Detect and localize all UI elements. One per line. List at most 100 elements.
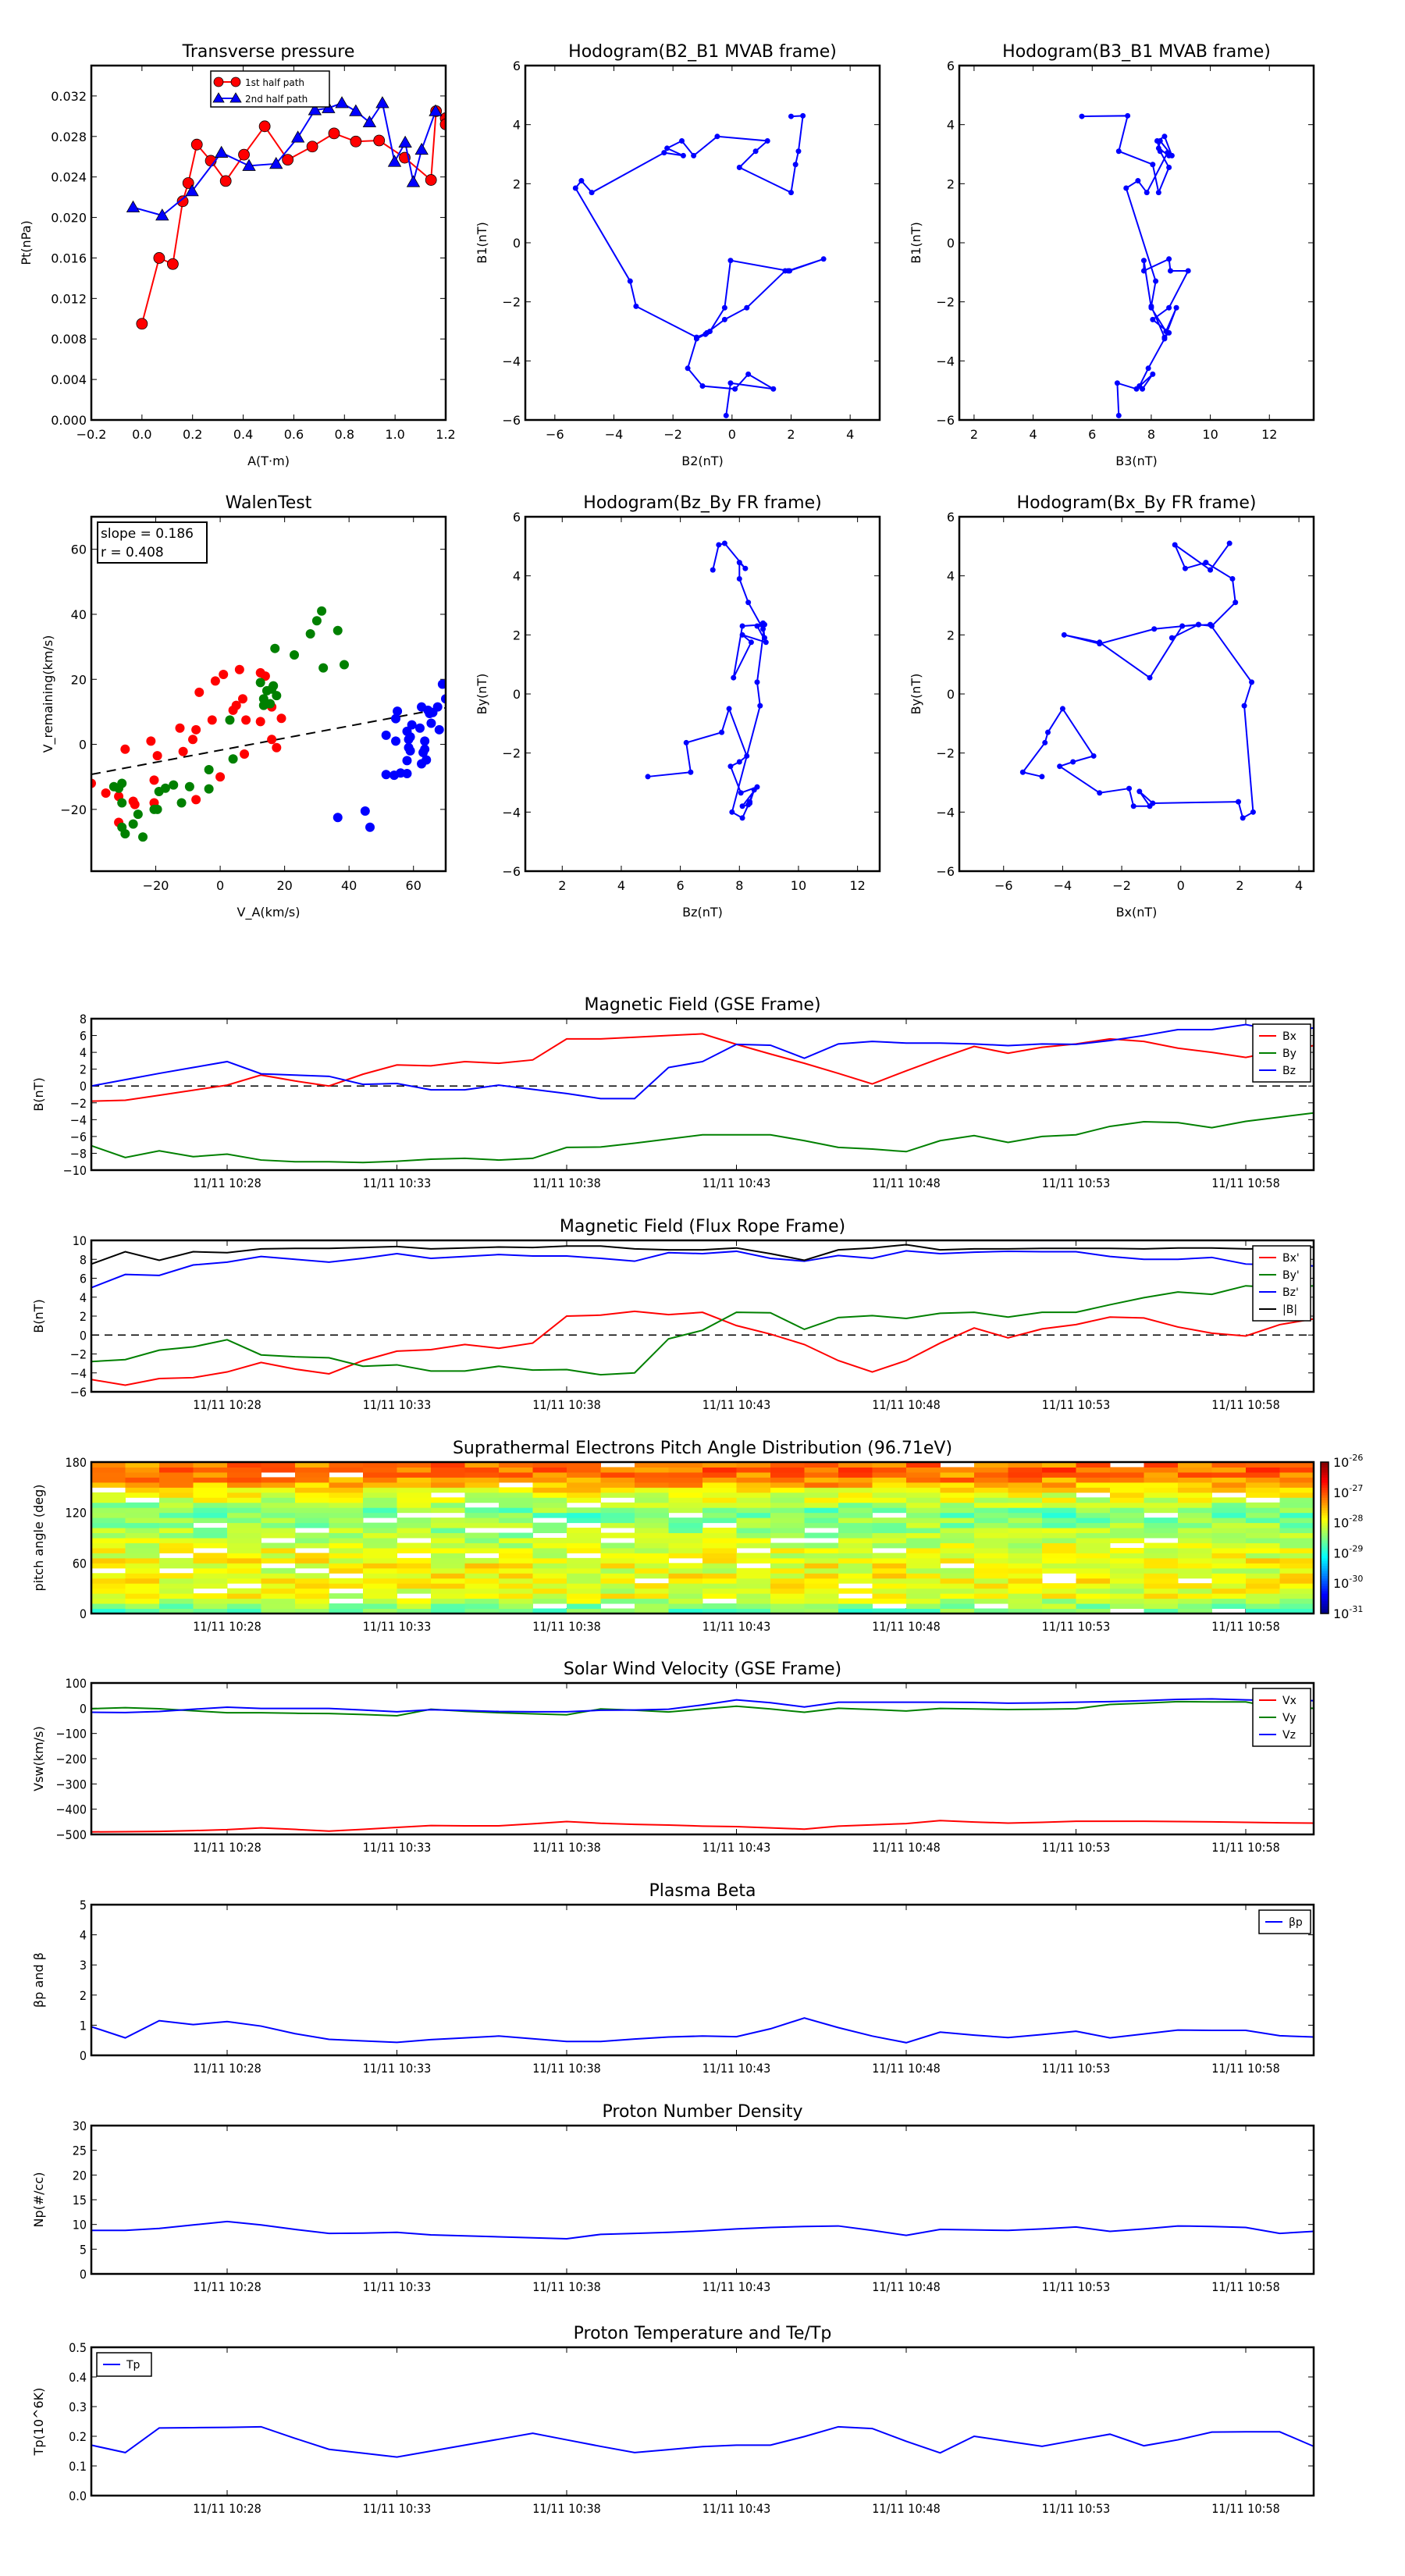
heatmap-cell [464,1583,500,1589]
heatmap-cell [635,1542,669,1549]
heatmap-cell [1211,1542,1247,1549]
data-point [727,763,734,770]
colorbar-segment [1321,1538,1329,1541]
heatmap-cell [940,1497,975,1503]
heatmap-cell [295,1497,329,1503]
scatter-point-red [152,751,162,761]
heatmap-cell [1076,1538,1111,1543]
heatmap-cell [464,1608,500,1614]
colorbar-segment [1321,1467,1329,1471]
heatmap-cell [974,1608,1008,1614]
data-point [1153,278,1159,284]
y-tick-label: 0.5 [69,2340,87,2355]
heatmap-cell [1178,1573,1212,1579]
y-tick-label: 40 [71,607,87,622]
y-tick-label: 15 [73,2193,87,2208]
heatmap-cell [464,1512,500,1518]
heatmap-cell [464,1603,500,1610]
heatmap-cell [193,1563,228,1569]
y-tick-label: −500 [55,1827,87,1842]
heatmap-cell [1246,1547,1280,1553]
heatmap-cell [125,1538,160,1543]
y-tick-label: −4 [502,805,521,820]
heatmap-cell [1279,1598,1314,1604]
heatmap-cell [974,1467,1008,1473]
heatmap-cell [872,1598,907,1604]
heatmap-cell [91,1598,126,1604]
heatmap-cell [397,1517,432,1524]
heatmap-cell [770,1553,805,1559]
heatmap-cell [668,1553,703,1559]
heatmap-cell [872,1583,907,1589]
heatmap-cell [1211,1512,1247,1518]
data-point [1226,540,1232,546]
data-point [1150,800,1156,806]
heatmap-cell [397,1502,432,1508]
heatmap-cell [702,1492,737,1498]
heatmap-cell [1246,1578,1280,1584]
plot-area [91,1023,1314,1164]
y-tick-label: −2 [936,746,955,761]
heatmap-cell [974,1502,1008,1508]
y-tick-label: 10 [73,1233,87,1248]
data-point [792,162,799,168]
x-tick-label: 12 [1261,427,1277,442]
heatmap-cell [1246,1538,1280,1543]
data-point [306,141,318,153]
heatmap-cell [736,1477,771,1483]
x-tick-label: 11/11 10:38 [532,1176,601,1190]
series-line-2nd-half-path [133,101,436,217]
heatmap-cell [736,1462,771,1468]
data-point [727,258,734,264]
x-tick-label: 11/11 10:33 [363,1619,432,1634]
heatmap-cell [91,1528,126,1534]
heatmap-cell [635,1547,669,1553]
heatmap-cell [329,1563,364,1569]
x-tick-label: 6 [677,878,685,893]
heatmap-cell [193,1462,228,1468]
y-tick-label: 0.1 [69,2459,87,2474]
heatmap-cell [736,1467,771,1473]
heatmap-cell [1211,1547,1247,1553]
heatmap-cell [736,1487,771,1493]
heatmap-cell [227,1482,261,1488]
heatmap-cell [1008,1557,1043,1564]
heatmap-cell [1178,1528,1212,1534]
heatmap-cell [431,1522,465,1528]
scatter-point-green [120,829,130,839]
heatmap-cell [838,1522,873,1528]
heatmap-cell [668,1471,703,1478]
heatmap-cell [532,1497,567,1503]
data-point [1045,729,1051,735]
heatmap-cell [872,1532,907,1539]
heatmap-cell [1144,1567,1179,1574]
heatmap-cell [329,1593,364,1599]
heatmap-cell [125,1522,160,1528]
data-point [176,195,189,208]
heatmap-cell [227,1598,261,1604]
heatmap-cell [567,1482,601,1488]
heatmap-cell [261,1593,296,1599]
heatmap-cell [1008,1553,1043,1559]
data-point [744,753,750,759]
heatmap-cell [431,1598,465,1604]
data-point [742,565,749,571]
heatmap-cell [1211,1471,1247,1478]
heatmap-cell [91,1603,126,1610]
y-tick-label: 0 [947,687,955,702]
heatmap-cell [193,1492,228,1498]
heatmap-cell [600,1477,635,1483]
heatmap-cell [1110,1557,1144,1564]
heatmap-cell [1008,1603,1043,1610]
x-tick-label: 11/11 10:33 [363,1397,432,1412]
heatmap-cell [227,1542,261,1549]
hodogram_bz_by-frame [524,515,881,873]
series-line-Bx [91,1310,1314,1386]
heatmap-cell [804,1462,839,1468]
heatmap-cell [295,1471,329,1478]
heatmap-cell [1144,1517,1179,1524]
heatmap-cell [736,1492,771,1498]
heatmap-cell [431,1547,465,1553]
scatter-point-blue [432,702,443,712]
heatmap-cell [635,1517,669,1524]
